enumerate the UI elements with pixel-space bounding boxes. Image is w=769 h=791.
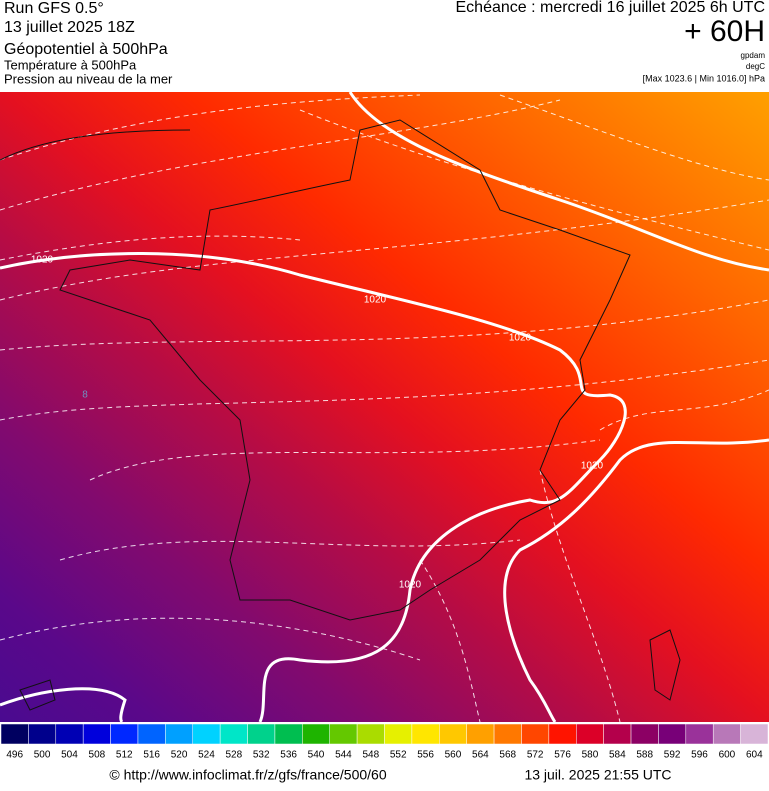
legend-label: 580 <box>582 750 599 761</box>
legend-label: 600 <box>719 750 736 761</box>
legend-swatch <box>192 723 221 745</box>
legend-label: 524 <box>198 750 215 761</box>
legend-swatch <box>603 723 632 745</box>
legend-swatch <box>329 723 358 745</box>
legend-label: 564 <box>472 750 489 761</box>
legend-label: 584 <box>609 750 626 761</box>
legend-swatch <box>219 723 248 745</box>
coastline <box>0 129 681 711</box>
legend-swatch <box>384 723 413 745</box>
legend-label: 556 <box>417 750 434 761</box>
isobar-label: 1020 <box>31 255 54 266</box>
unit: gpdam <box>741 51 766 60</box>
legend-label: 528 <box>225 750 242 761</box>
isobar-label: 1020 <box>509 333 532 344</box>
isotherm-label: 8 <box>82 390 88 401</box>
legend-label: 572 <box>527 750 544 761</box>
echeance: Echéance : mercredi 16 juillet 2025 6h U… <box>456 0 766 16</box>
legend-swatch <box>55 723 84 745</box>
isobar-label: 1020 <box>364 295 387 306</box>
legend-swatch <box>548 723 577 745</box>
legend-swatch <box>658 723 687 745</box>
legend-swatch <box>302 723 330 745</box>
color-legend: 496 500 504 508 512 516 520 524 528 532 536 540 544 5… <box>0 723 769 761</box>
legend-swatch <box>0 723 29 745</box>
isobar <box>503 438 769 723</box>
legend-label: 560 <box>445 750 462 761</box>
isobar-label: 1020 <box>581 461 604 472</box>
legend-swatch <box>411 723 440 745</box>
legend-label: 548 <box>362 750 379 761</box>
legend-swatch <box>110 723 139 745</box>
isobar <box>0 252 627 723</box>
legend-swatch <box>493 723 522 745</box>
isobar <box>0 687 127 724</box>
map-field <box>0 92 769 722</box>
legend-swatch <box>466 723 495 745</box>
legend-swatch <box>247 723 276 745</box>
legend-label: 592 <box>664 750 681 761</box>
field: Température à 500hPa <box>4 57 137 72</box>
legend-swatch <box>28 723 57 745</box>
lead-time: + 60H <box>684 15 765 48</box>
footer-date: 13 juil. 2025 21:55 UTC <box>524 767 671 783</box>
legend-label: 540 <box>308 750 325 761</box>
country-border <box>59 119 631 621</box>
isobar-label: 1020 <box>399 580 422 591</box>
legend-label: 604 <box>746 750 763 761</box>
legend-label: 512 <box>116 750 133 761</box>
map: 1020 1020 1020 1020 1020 8 <box>0 91 769 724</box>
legend-swatch <box>165 723 194 745</box>
legend-swatch <box>630 723 659 745</box>
isobar <box>348 91 769 272</box>
field: Géopotentiel à 500hPa <box>4 41 168 58</box>
legend-swatch <box>740 723 769 745</box>
legend-label: 516 <box>143 750 160 761</box>
legend-label: 496 <box>6 750 23 761</box>
legend-label: 536 <box>280 750 297 761</box>
legend-swatch <box>712 723 741 745</box>
run: Run GFS 0.5° <box>4 0 104 17</box>
legend-label: 500 <box>34 750 51 761</box>
legend-label: 520 <box>171 750 188 761</box>
range: [Max 1023.6 | Min 1016.0] hPa <box>643 73 765 83</box>
legend-label: 568 <box>499 750 516 761</box>
legend-swatch <box>685 723 714 745</box>
isotherm <box>0 94 769 723</box>
legend-swatch <box>82 723 111 745</box>
legend-swatch <box>137 723 166 745</box>
run-date: 13 juillet 2025 18Z <box>4 19 135 36</box>
legend-label: 504 <box>61 750 78 761</box>
field: Pression au niveau de la mer <box>4 71 173 86</box>
legend-label: 552 <box>390 750 407 761</box>
legend-label: 532 <box>253 750 270 761</box>
legend-swatch <box>439 723 467 745</box>
legend-swatch <box>521 723 550 745</box>
legend-label: 576 <box>554 750 571 761</box>
legend-label: 508 <box>89 750 106 761</box>
legend-swatch <box>576 723 604 745</box>
header: Run GFS 0.5° 13 juillet 2025 18Z Géopote… <box>4 0 765 86</box>
footer-url: © http://www.infoclimat.fr/z/gfs/france/… <box>109 767 386 783</box>
legend-swatch <box>356 723 385 745</box>
legend-label: 544 <box>335 750 352 761</box>
legend-label: 596 <box>691 750 708 761</box>
legend-label: 588 <box>636 750 653 761</box>
unit: degC <box>746 62 765 71</box>
legend-swatch <box>274 723 303 745</box>
